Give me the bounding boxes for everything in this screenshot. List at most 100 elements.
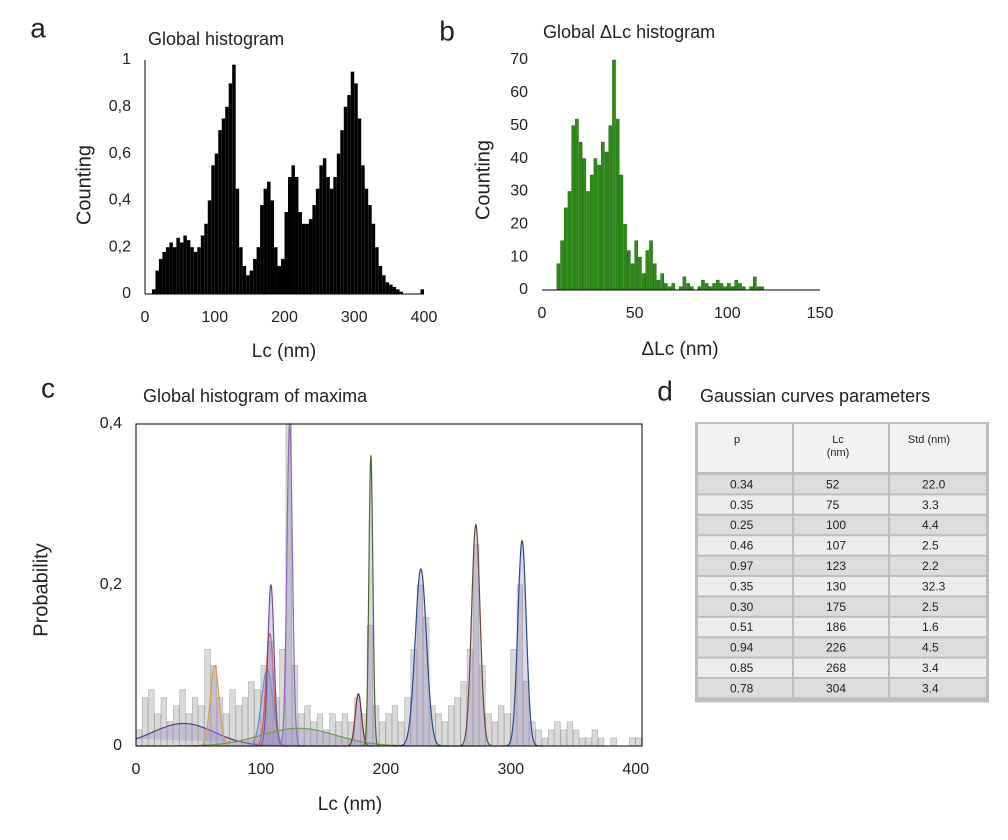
- histogram-bar: [645, 250, 650, 291]
- x-axis-label: ΔLc (nm): [641, 339, 718, 360]
- x-tick-label: 400: [411, 309, 438, 326]
- histogram-bar: [308, 219, 313, 294]
- table-cell: [890, 638, 986, 657]
- histogram-bar: [315, 188, 320, 294]
- histogram-bar: [248, 681, 255, 747]
- histogram-bar: [541, 737, 548, 747]
- histogram-bar: [715, 279, 720, 291]
- histogram-bar: [601, 141, 605, 291]
- y-tick-label: 70: [510, 51, 528, 68]
- y-tick-label: 50: [510, 117, 528, 134]
- chart-title: Global histogram of maxima: [143, 386, 368, 406]
- gaussian-fill: [360, 456, 381, 746]
- y-tick-label: 60: [510, 84, 528, 101]
- histogram-bar: [441, 721, 448, 747]
- x-tick-label: 300: [341, 309, 368, 326]
- histogram-bar: [597, 164, 601, 291]
- histogram-bar: [589, 174, 594, 291]
- y-tick-label: 0,2: [100, 576, 122, 593]
- histogram-bar: [193, 251, 198, 294]
- histogram-bar: [176, 237, 180, 294]
- cell-text: 0.97: [730, 559, 754, 573]
- histogram-bar: [253, 258, 257, 294]
- histogram-bar: [391, 705, 399, 747]
- gaussian-curve: [360, 453, 381, 747]
- histogram-bar: [385, 282, 390, 294]
- histogram-bar: [301, 223, 306, 294]
- histogram-bar: [183, 235, 187, 294]
- table-cell: [890, 515, 986, 535]
- y-tick-label: 0,8: [109, 98, 131, 115]
- histogram-bar: [498, 705, 505, 747]
- table-cell: [890, 577, 986, 596]
- gaussian-fill: [342, 693, 375, 746]
- histogram-bar: [612, 59, 616, 291]
- histogram-bar: [263, 188, 268, 294]
- chart-title: Global histogram: [148, 29, 284, 49]
- histogram-bar: [162, 251, 166, 294]
- table-cell: [794, 679, 888, 698]
- x-tick-label: 100: [714, 305, 741, 322]
- y-axis-label: Counting: [73, 145, 95, 225]
- y-tick-label: 40: [510, 150, 528, 167]
- cell-text: 75: [826, 498, 840, 512]
- histogram-bar: [357, 118, 362, 294]
- histogram-bar: [242, 265, 247, 294]
- table-cell: [698, 475, 792, 494]
- histogram-bar: [399, 291, 404, 294]
- cell-text: 107: [826, 539, 846, 553]
- chart-title: Global ΔLc histogram: [543, 22, 715, 42]
- x-axis-label: Lc (nm): [252, 341, 316, 362]
- y-tick-label: 30: [510, 183, 528, 200]
- histogram-bar: [378, 265, 383, 294]
- histogram-bar: [629, 737, 636, 747]
- histogram-bar: [364, 188, 369, 294]
- cell-text: 3.4: [922, 681, 939, 695]
- histogram-bar: [563, 207, 568, 291]
- histogram-bar: [204, 223, 208, 294]
- gaussian-fill: [255, 585, 287, 746]
- cell-text: 0.46: [730, 539, 754, 553]
- cell-text: 2.5: [922, 539, 939, 553]
- histogram-bar: [197, 247, 201, 294]
- histogram-bar: [578, 141, 583, 291]
- histogram-bar: [448, 705, 455, 747]
- table-cell: [698, 495, 792, 514]
- table-cell: [890, 597, 986, 616]
- cell-text: 3.3: [922, 498, 939, 512]
- histogram-bar: [682, 276, 687, 291]
- x-tick-label: 0: [538, 305, 547, 322]
- histogram-bar: [548, 729, 555, 747]
- histogram-bar: [270, 200, 275, 294]
- cell-text: 0.85: [730, 661, 754, 675]
- histogram-bar: [151, 289, 156, 294]
- histogram-bar: [389, 284, 393, 294]
- x-axis-label: Lc (nm): [318, 794, 382, 815]
- table-cell: [698, 679, 792, 698]
- histogram-bar: [322, 158, 327, 294]
- histogram-bar: [333, 177, 337, 294]
- table-cell: [794, 495, 888, 514]
- histogram-bar: [267, 181, 271, 294]
- plot-frame: [135, 423, 643, 747]
- gaussian-curve: [454, 523, 498, 747]
- table-cell: [698, 577, 792, 596]
- histogram-bar: [305, 223, 309, 294]
- gaussian-fill: [239, 669, 296, 746]
- x-tick-label: 150: [807, 305, 834, 322]
- histogram-bar: [623, 224, 627, 291]
- gaussian-fill: [136, 728, 486, 746]
- histogram-bar: [298, 212, 302, 294]
- table-cell: [698, 658, 792, 677]
- histogram-bar: [591, 729, 598, 747]
- histogram-bar: [326, 177, 330, 294]
- x-tick-label: 200: [271, 309, 298, 326]
- histogram-bar: [454, 697, 461, 747]
- table-cell: [890, 658, 986, 677]
- cell-text: 130: [826, 579, 846, 593]
- cell-text: 52: [826, 477, 840, 491]
- histogram-bar: [165, 247, 170, 294]
- histogram-bar: [435, 713, 442, 747]
- cell-text: 2.5: [922, 600, 939, 614]
- histogram-bar: [420, 289, 424, 294]
